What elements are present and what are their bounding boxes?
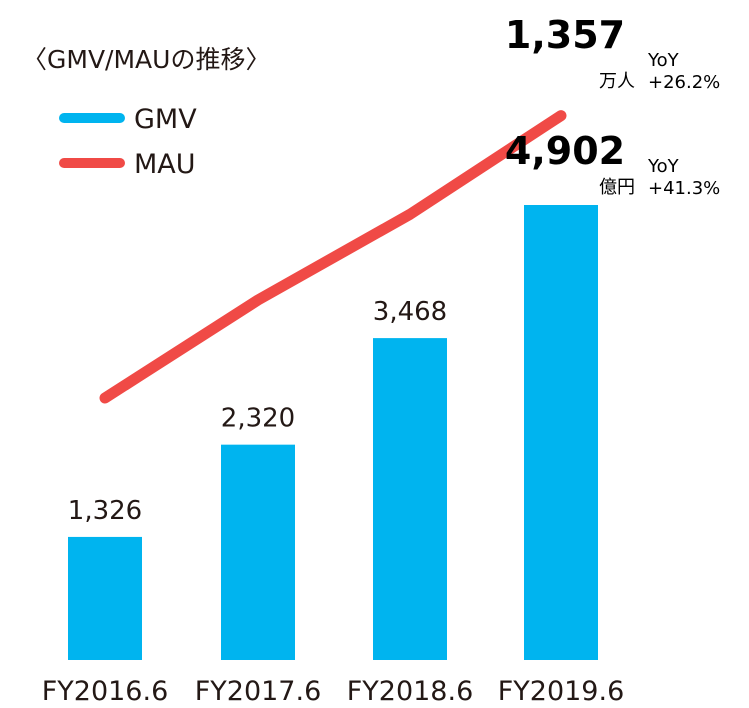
gmv-value-label-FY2017.6: 2,320: [221, 404, 295, 434]
gmv-value-labels: 1,326 2,320 3,468: [68, 297, 447, 526]
mau-line: [99, 110, 567, 404]
chart-title: 〈GMV/MAUの推移〉: [22, 45, 270, 74]
gmv-yoy: YoY +41.3%: [647, 156, 720, 199]
x-tick-FY2018.6: FY2018.6: [347, 676, 474, 707]
x-axis-ticks: FY2016.6 FY2017.6 FY2018.6 FY2019.6: [42, 676, 625, 707]
mau-annotation: 1,357 万人 YoY +26.2%: [505, 13, 720, 93]
gmv-latest-value: 4,902: [505, 129, 625, 173]
gmv-value-label-FY2016.6: 1,326: [68, 496, 142, 526]
mau-unit: 万人: [599, 71, 635, 92]
gmv-annotation: 4,902 億円 YoY +41.3%: [505, 129, 720, 199]
gmv-bar-FY2019.6: [524, 205, 598, 660]
gmv-bars: [68, 205, 598, 660]
gmv-unit: 億円: [599, 177, 635, 198]
x-tick-FY2019.6: FY2019.6: [498, 676, 625, 707]
mau-latest-value: 1,357: [505, 13, 625, 57]
legend: GMV MAU: [59, 104, 197, 180]
x-tick-FY2016.6: FY2016.6: [42, 676, 169, 707]
legend-gmv-label: GMV: [134, 104, 197, 135]
gmv-bar-FY2017.6: [221, 444, 295, 660]
x-tick-FY2017.6: FY2017.6: [195, 676, 322, 707]
mau-yoy: YoY +26.2%: [647, 50, 720, 93]
gmv-bar-FY2016.6: [68, 536, 142, 660]
legend-mau-label: MAU: [134, 149, 196, 180]
mau-line-layer: [99, 110, 567, 404]
gmv-value-label-FY2018.6: 3,468: [373, 297, 447, 327]
gmv-bar-FY2018.6: [373, 338, 447, 660]
